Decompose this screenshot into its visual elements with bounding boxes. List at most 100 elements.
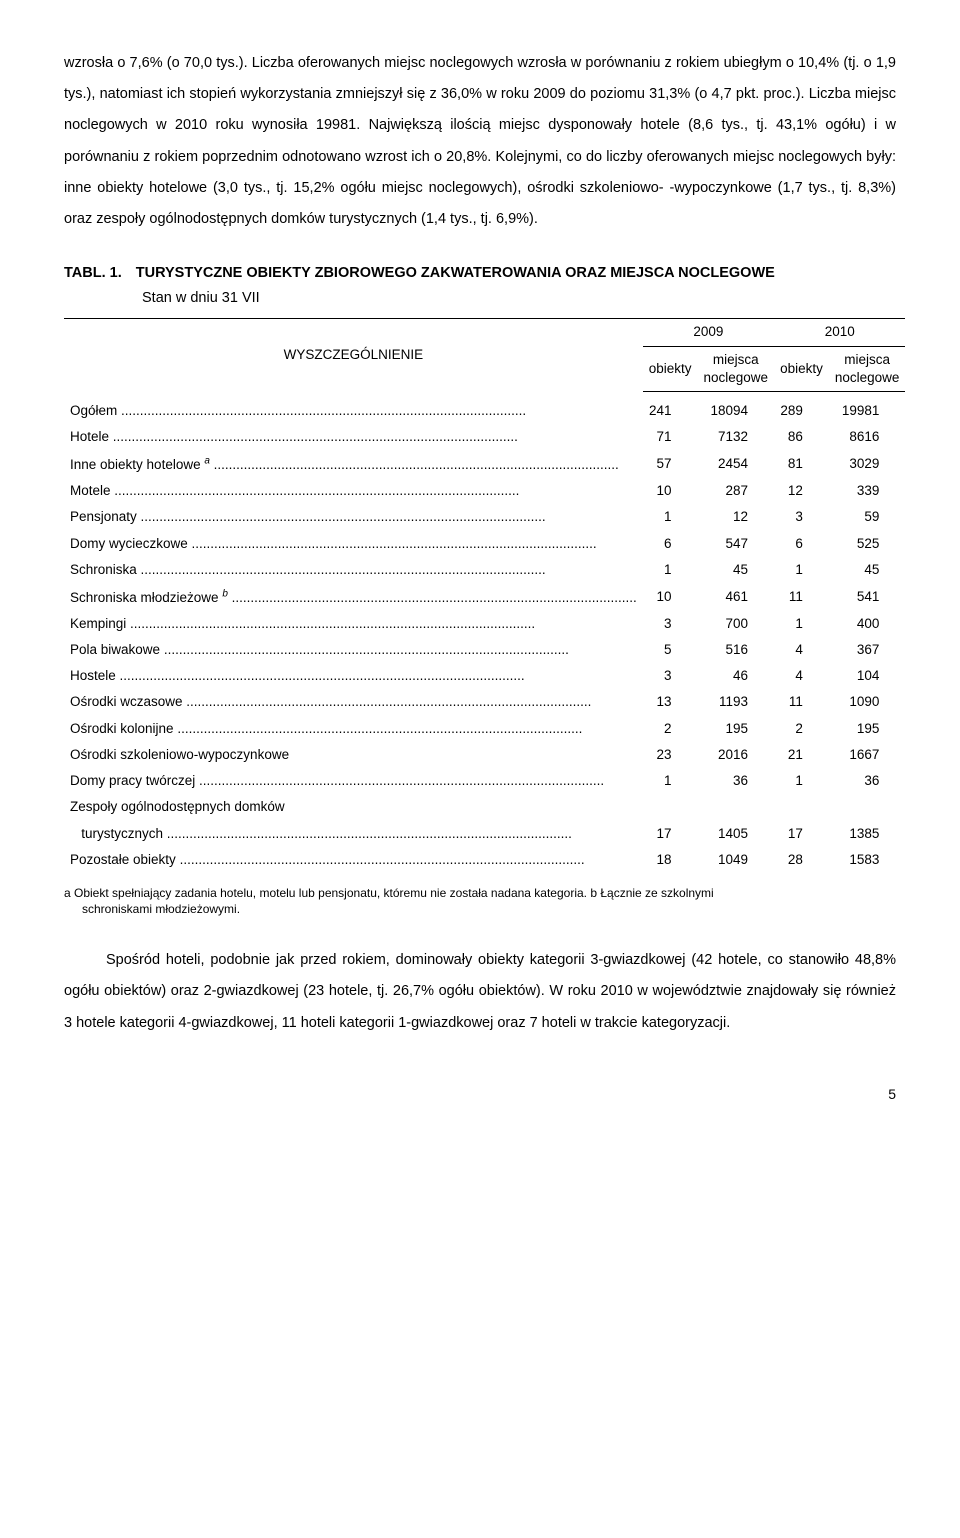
row-label: Hostele ................................… [64,663,643,689]
data-table: WYSZCZEGÓLNIENIE 2009 2010 obiekty miejs… [64,318,905,873]
row-value: 1193 [698,689,775,715]
table-row: Kempingi ...............................… [64,611,905,637]
row-value: 46 [698,663,775,689]
row-value: 8616 [829,424,906,450]
row-value: 4 [774,637,829,663]
row-value: 1 [774,557,829,583]
row-value: 2454 [698,450,775,478]
footnote-line-a: a Obiekt spełniający zadania hotelu, mot… [64,886,714,900]
row-value: 1 [643,504,698,530]
row-value: 1667 [829,742,906,768]
row-value: 195 [829,716,906,742]
table-row: Motele .................................… [64,478,905,504]
table-header: TABL. 1. TURYSTYCZNE OBIEKTY ZBIOROWEGO … [64,263,896,284]
row-value: 1 [774,768,829,794]
page-number: 5 [64,1079,896,1109]
row-label: Ogółem .................................… [64,398,643,424]
col-places-l2: noclegowe [704,370,769,385]
row-value: 45 [698,557,775,583]
row-value: 19981 [829,398,906,424]
row-value: 81 [774,450,829,478]
table-subtitle: Stan w dniu 31 VII [142,288,896,308]
row-value: 10 [643,478,698,504]
col-year-2010: 2010 [774,319,905,346]
paragraph-2: Spośród hoteli, podobnie jak przed rokie… [64,945,896,1039]
row-label: Ośrodki kolonijne ......................… [64,716,643,742]
row-value: 2016 [698,742,775,768]
table-row: Inne obiekty hotelowe a ................… [64,450,905,478]
row-value: 5 [643,637,698,663]
row-value: 6 [643,531,698,557]
row-value: 7132 [698,424,775,450]
table-body: Ogółem .................................… [64,392,905,873]
row-value: 1 [774,611,829,637]
row-value: 10 [643,583,698,611]
row-label: Schroniska młodzieżowe b ...............… [64,583,643,611]
row-value: 547 [698,531,775,557]
table-row: Pozostałe obiekty ......................… [64,847,905,873]
row-label: Pozostałe obiekty ......................… [64,847,643,873]
row-value: 339 [829,478,906,504]
row-value: 104 [829,663,906,689]
table-row: Ośrodki wczasowe .......................… [64,689,905,715]
row-value: 400 [829,611,906,637]
row-value: 1583 [829,847,906,873]
table-row: Ośrodki szkoleniowo-wypoczynkowe23201621… [64,742,905,768]
row-value: 71 [643,424,698,450]
row-value: 23 [643,742,698,768]
col-places-2009: miejsca noclegowe [698,346,775,391]
row-label: Ośrodki wczasowe .......................… [64,689,643,715]
table-title: TURYSTYCZNE OBIEKTY ZBIOROWEGO ZAKWATERO… [136,263,896,284]
row-value: 1 [643,768,698,794]
row-value: 287 [698,478,775,504]
row-label: Motele .................................… [64,478,643,504]
row-value-empty [643,794,698,820]
table-row: Ogółem .................................… [64,398,905,424]
table-title-line2: NOCLEGOWE [678,265,775,281]
row-value: 367 [829,637,906,663]
row-label: Pola biwakowe ..........................… [64,637,643,663]
row-value: 11 [774,583,829,611]
table-row: Domy pracy twórczej ....................… [64,768,905,794]
row-value: 241 [643,398,698,424]
row-label: Schroniska .............................… [64,557,643,583]
row-value: 17 [774,821,829,847]
row-value: 18 [643,847,698,873]
row-value: 45 [829,557,906,583]
row-label: Domy wycieczkowe .......................… [64,531,643,557]
row-value: 1385 [829,821,906,847]
row-label: Ośrodki szkoleniowo-wypoczynkowe [64,742,643,768]
paragraph-1: wzrosła o 7,6% (o 70,0 tys.). Liczba ofe… [64,48,896,235]
table-number: TABL. 1. [64,263,136,284]
row-value: 195 [698,716,775,742]
footnote-line-b: schroniskami młodzieżowymi. [64,901,896,917]
row-label: Kempingi ...............................… [64,611,643,637]
row-label: Hotele .................................… [64,424,643,450]
row-label: Inne obiekty hotelowe a ................… [64,450,643,478]
row-value: 57 [643,450,698,478]
row-value-empty [829,794,906,820]
row-value: 1 [643,557,698,583]
row-value: 12 [698,504,775,530]
table-row: Hostele ................................… [64,663,905,689]
table-row: Ośrodki kolonijne ......................… [64,716,905,742]
col-spec: WYSZCZEGÓLNIENIE [64,319,643,392]
row-value: 3 [774,504,829,530]
row-value: 13 [643,689,698,715]
row-value: 12 [774,478,829,504]
row-label: turystycznych ..........................… [64,821,643,847]
row-value: 18094 [698,398,775,424]
row-value: 461 [698,583,775,611]
table-row: Pensjonaty .............................… [64,504,905,530]
row-value: 36 [829,768,906,794]
row-value: 3 [643,611,698,637]
row-value: 516 [698,637,775,663]
table-title-line1: TURYSTYCZNE OBIEKTY ZBIOROWEGO ZAKWATERO… [136,265,674,281]
row-value: 36 [698,768,775,794]
table-row: Schroniska .............................… [64,557,905,583]
row-label: Zespoły ogólnodostępnych domków [64,794,643,820]
col-obj-2009: obiekty [643,346,698,391]
table-footnote: a Obiekt spełniający zadania hotelu, mot… [64,885,896,917]
table-row: Pola biwakowe ..........................… [64,637,905,663]
row-value: 2 [643,716,698,742]
